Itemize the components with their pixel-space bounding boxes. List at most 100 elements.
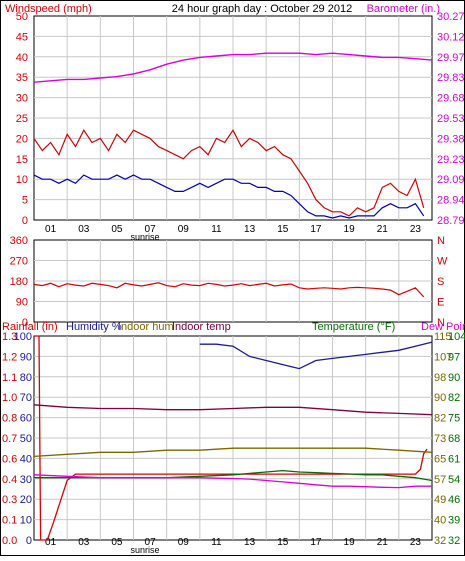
barometer-tick-label: 29.68 <box>437 93 465 105</box>
rainfall-axis-label: Rainfall (in) <box>2 321 58 333</box>
indoor-tick-label: 115 <box>434 331 452 343</box>
rainfall-tick-label: 0.4 <box>2 474 17 486</box>
indoor-tick-label: 90 <box>434 392 446 404</box>
temp-tick-label: 61 <box>448 453 460 465</box>
windspeed-tick-label: 30 <box>16 93 28 105</box>
barometer-tick-label: 29.23 <box>437 154 465 166</box>
indoor-tick-label: 98 <box>434 372 446 384</box>
x-tick-label: 01 <box>45 537 57 548</box>
windspeed-tick-label: 45 <box>16 31 28 43</box>
compass-tick-label: E <box>437 297 444 309</box>
temp-tick-label: 90 <box>448 372 460 384</box>
humidity-tick-label: 80 <box>20 372 32 384</box>
windspeed-tick-label: 40 <box>16 52 28 64</box>
x-tick-label: 13 <box>244 224 256 235</box>
humidity-tick-label: 30 <box>20 474 32 486</box>
rainfall-tick-label: 0.1 <box>2 515 17 527</box>
x-tick-label: 13 <box>244 537 256 548</box>
indoor-tick-label: 49 <box>434 494 446 506</box>
direction-tick-label: 360 <box>10 235 28 247</box>
rainfall-tick-label: 0.8 <box>2 413 17 425</box>
x-tick-label: 09 <box>178 537 190 548</box>
x-tick-label: 05 <box>111 224 123 235</box>
x-tick-label: 03 <box>78 537 90 548</box>
direction-tick-label: 0 <box>22 317 28 329</box>
x-tick-label: 23 <box>410 537 422 548</box>
sunrise-label-top: sunrise <box>130 232 159 242</box>
compass-tick-label: N <box>437 235 445 247</box>
rainfall-tick-label: 1.0 <box>2 392 17 404</box>
sunrise-label-bottom: sunrise <box>130 545 159 555</box>
x-tick-label: 19 <box>344 537 356 548</box>
windspeed-tick-label: 25 <box>16 113 28 125</box>
temperature-axis-label: Temperature (°F) <box>312 321 395 333</box>
x-tick-label: 09 <box>178 224 190 235</box>
humidity-tick-label: 10 <box>20 515 32 527</box>
windspeed-axis-label: Windspeed (mph) <box>5 3 92 15</box>
dewpoint-axis-label: Dew Point <box>421 321 465 333</box>
barometer-tick-label: 29.83 <box>437 72 465 84</box>
rainfall-tick-label: 0.6 <box>2 453 17 465</box>
indoor-tick-label: 73 <box>434 433 446 445</box>
indoor-tick-label: 57 <box>434 474 446 486</box>
barometer-tick-label: 29.09 <box>437 174 465 186</box>
humidity-tick-label: 20 <box>20 494 32 506</box>
barometer-tick-label: 29.38 <box>437 133 465 145</box>
barometer-tick-label: 30.27 <box>437 11 465 23</box>
humidity-tick-label: 50 <box>20 433 32 445</box>
indoor-tick-label: 82 <box>434 413 446 425</box>
compass-tick-label: S <box>437 276 444 288</box>
temp-tick-label: 75 <box>448 413 460 425</box>
humidity-axis-label: Humidity % <box>66 321 122 333</box>
barometer-tick-label: 28.94 <box>437 195 465 207</box>
direction-tick-label: 270 <box>10 256 28 268</box>
indoor-tick-label: 32 <box>434 535 446 547</box>
humidity-tick-label: 90 <box>20 351 32 363</box>
x-tick-label: 05 <box>111 537 123 548</box>
temp-tick-label: 82 <box>448 392 460 404</box>
humidity-tick-label: 0 <box>26 535 32 547</box>
rainfall-tick-label: 0.0 <box>2 535 17 547</box>
windspeed-tick-label: 5 <box>22 195 28 207</box>
barometer-tick-label: 30.12 <box>437 31 465 43</box>
temp-tick-label: 54 <box>448 474 460 486</box>
temp-tick-label: 68 <box>448 433 460 445</box>
x-tick-label: 03 <box>78 224 90 235</box>
rainfall-tick-label: 0.3 <box>2 494 17 506</box>
direction-tick-label: 90 <box>16 297 28 309</box>
temp-tick-label: 32 <box>448 535 460 547</box>
barometer-tick-label: 29.53 <box>437 113 465 125</box>
compass-tick-label: W <box>437 256 448 268</box>
rainfall-tick-label: 0.7 <box>2 433 17 445</box>
indoor-temp-series <box>33 404 433 416</box>
windspeed-tick-label: 0 <box>22 215 28 227</box>
indoor-tick-label: 40 <box>434 515 446 527</box>
x-tick-label: 11 <box>211 224 222 235</box>
windspeed-tick-label: 35 <box>16 72 28 84</box>
indoor-hum-series <box>33 447 433 458</box>
x-tick-label: 07 <box>145 224 157 235</box>
x-tick-label: 17 <box>310 224 322 235</box>
x-tick-label: 07 <box>145 537 157 548</box>
barometer-series <box>33 52 433 83</box>
temp-tick-label: 104 <box>448 331 465 343</box>
rainfall-tick-label: 1.2 <box>2 351 17 363</box>
barometer-tick-label: 29.97 <box>437 52 465 64</box>
temp-tick-label: 39 <box>448 515 460 527</box>
temp-tick-label: 97 <box>448 351 460 363</box>
windspeed-series <box>33 129 425 217</box>
indoor-temp-axis-label: Indoor temp <box>172 321 231 333</box>
x-tick-label: 11 <box>211 537 222 548</box>
rainfall-tick-label: 1.1 <box>2 372 17 384</box>
rainfall-tick-label: 1.3 <box>2 331 17 343</box>
humidity-tick-label: 100 <box>14 331 32 343</box>
temp-tick-label: 46 <box>448 494 460 506</box>
indoor-tick-label: 107 <box>434 351 452 363</box>
direction-series <box>33 282 425 298</box>
humidity-tick-label: 70 <box>20 392 32 404</box>
windspeed-tick-label: 10 <box>16 174 28 186</box>
x-tick-label: 21 <box>377 224 389 235</box>
windspeed-tick-label: 20 <box>16 133 28 145</box>
